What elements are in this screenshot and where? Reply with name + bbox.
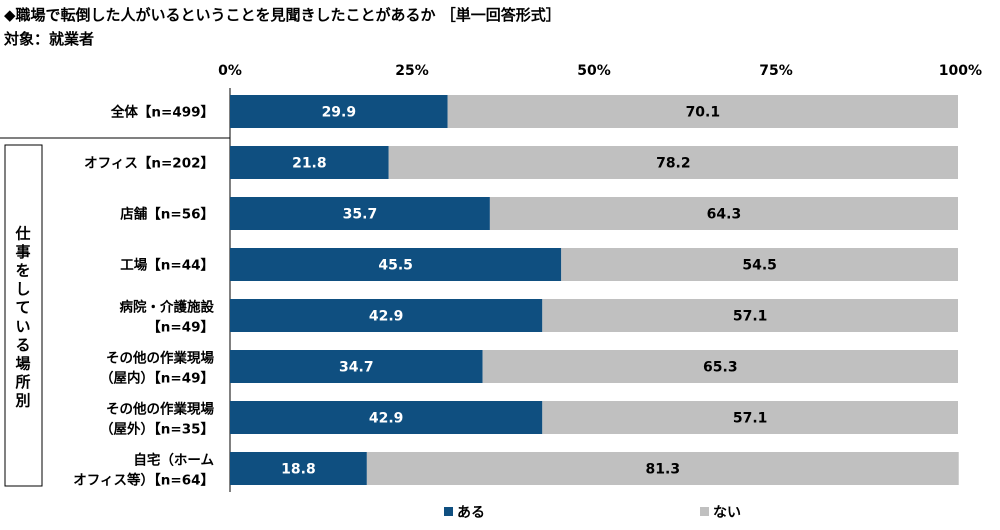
data-label: 42.9 [369,309,404,325]
bar-segment [230,95,448,128]
category-label: 工場【n=44】 [120,257,214,274]
group-label-char: 所 [15,373,30,391]
bar-segment [230,350,483,383]
data-label: 81.3 [646,462,681,478]
bar-segment [230,401,543,434]
x-tick-label: 100% [939,63,982,79]
bar-segment [489,197,958,230]
category-label: その他の作業現場 [106,350,214,367]
category-label: 全体【n=499】 [110,104,214,121]
legend-label: ある [457,505,485,521]
group-label-char: る [15,336,30,354]
category-label: 店舗【n=56】 [120,206,214,223]
legend-swatch [444,507,453,516]
chart-subtitle: 対象：就業者 [4,30,95,48]
data-label: 64.3 [707,207,742,223]
bar-segment [230,146,389,179]
data-label: 34.7 [339,360,374,376]
legend-swatch [700,507,709,516]
group-label-char: て [15,299,30,317]
bar-segment [388,146,959,179]
chart-title: ◆職場で転倒した人がいるということを見聞きしたことがあるか ［単一回答形式］ [4,6,561,24]
data-label: 42.9 [369,411,404,427]
group-bracket [4,144,43,487]
category-label: オフィス【n=202】 [84,156,214,172]
data-label: 29.9 [322,105,357,121]
bar-segment [542,299,958,332]
group-label-char: 場 [15,355,30,373]
data-label: 18.8 [281,462,316,478]
bar-segment [366,452,959,485]
group-label-char: 仕 [14,224,30,242]
bar-segment [561,248,958,281]
group-label-char: 事 [15,243,30,261]
category-label: オフィス等）【n=64】 [73,472,214,489]
category-label: （屋外）【n=35】 [100,421,214,438]
data-label: 78.2 [656,156,691,172]
data-label: 35.7 [343,207,378,223]
x-tick-label: 0% [218,63,242,79]
category-label: （屋内）【n=49】 [100,370,214,387]
data-label: 70.1 [686,105,721,121]
bar-segment [230,452,367,485]
x-tick-label: 25% [395,63,429,79]
data-label: 45.5 [378,258,413,274]
legend-label: ない [713,505,741,521]
category-label: 自宅（ホーム [133,452,214,469]
x-tick-label: 75% [759,63,793,79]
x-tick-label: 50% [577,63,611,79]
data-label: 54.5 [742,258,777,274]
data-label: 65.3 [703,360,738,376]
bar-segment [230,299,543,332]
bar-segment [482,350,958,383]
category-label: 病院・介護施設 [120,299,215,316]
bar-segment [230,248,562,281]
bar-segment [230,197,490,230]
group-label-char: い [15,317,30,335]
data-label: 57.1 [733,309,768,325]
bar-segment [447,95,958,128]
group-label-char: し [15,280,30,298]
category-label: 【n=49】 [147,320,214,336]
data-label: 21.8 [292,156,327,172]
bar-segment [542,401,958,434]
data-label: 57.1 [733,411,768,427]
group-label-char: 別 [14,392,30,410]
category-label: その他の作業現場 [106,401,214,418]
group-label-char: を [15,262,30,280]
